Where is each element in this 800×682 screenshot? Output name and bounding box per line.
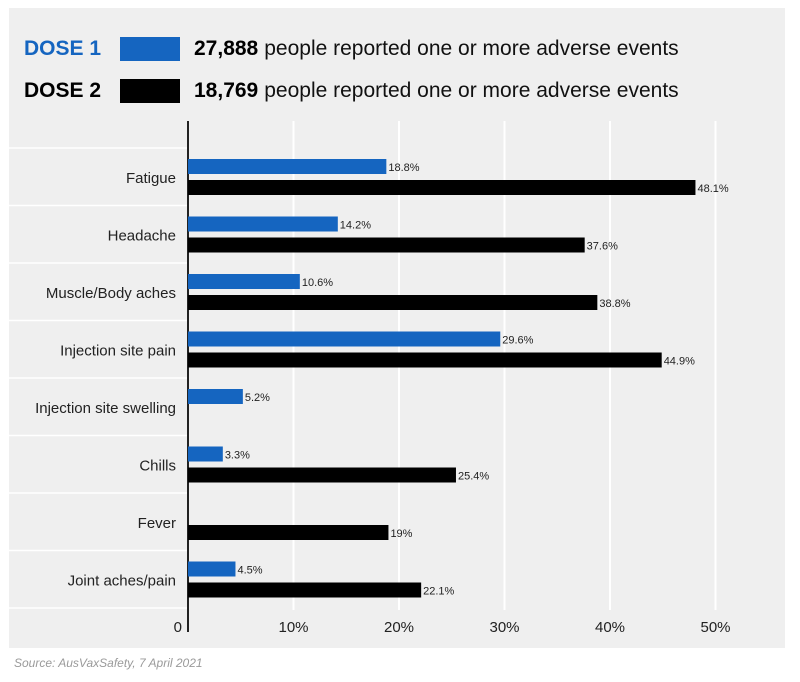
legend-row-dose2: DOSE 2 18,769 people reported one or mor… xyxy=(24,76,679,106)
bar-dose2 xyxy=(188,582,422,598)
data-label: 3.3% xyxy=(225,450,250,462)
data-label: 18.8% xyxy=(388,162,419,174)
category-label: Injection site pain xyxy=(60,343,176,360)
x-tick-label: 50% xyxy=(700,619,730,636)
legend-dose2-label: DOSE 2 xyxy=(24,79,102,102)
legend-dose1-text: people reported one or more adverse even… xyxy=(264,37,679,60)
x-tick-label: 10% xyxy=(278,619,308,636)
bar-dose2 xyxy=(188,467,456,483)
data-label: 14.2% xyxy=(340,220,371,232)
legend-dose2-swatch xyxy=(120,79,180,103)
x-tick-label: 30% xyxy=(489,619,519,636)
x-tick-label: 20% xyxy=(384,619,414,636)
bar-dose1 xyxy=(188,159,387,174)
bar-dose1 xyxy=(188,274,300,289)
legend-dose2-text: people reported one or more adverse even… xyxy=(264,79,679,102)
category-label: Joint aches/pain xyxy=(68,573,176,590)
legend-dose2-count: 18,769 xyxy=(194,79,259,102)
category-label: Headache xyxy=(108,228,176,245)
bar-dose2 xyxy=(188,525,389,540)
category-label: Fatigue xyxy=(126,170,176,187)
legend-dose1-label: DOSE 1 xyxy=(24,37,102,60)
legend-dose1-count: 27,888 xyxy=(194,37,259,60)
data-label: 5.2% xyxy=(245,392,270,404)
legend-row-dose1: DOSE 1 27,888 people reported one or mor… xyxy=(24,34,679,64)
data-label: 29.6% xyxy=(502,335,533,347)
bar-dose2 xyxy=(188,180,696,195)
bar-dose1 xyxy=(188,216,338,232)
category-label: Chills xyxy=(139,458,176,475)
bar-dose2 xyxy=(188,237,585,253)
data-label: 48.1% xyxy=(697,183,728,195)
data-label: 38.8% xyxy=(599,298,630,310)
source-note: Source: AusVaxSafety, 7 April 2021 xyxy=(14,656,203,670)
category-label: Injection site swelling xyxy=(35,400,176,417)
bar-dose2 xyxy=(188,352,662,368)
bar-dose1 xyxy=(188,446,223,462)
data-label: 19% xyxy=(390,528,412,540)
category-label: Fever xyxy=(138,515,176,532)
data-label: 22.1% xyxy=(423,586,454,598)
data-label: 44.9% xyxy=(664,356,695,368)
data-label: 25.4% xyxy=(458,471,489,483)
bar-dose1 xyxy=(188,389,243,404)
bar-dose1 xyxy=(188,331,501,347)
chart-panel xyxy=(9,8,785,648)
bar-dose2 xyxy=(188,295,598,310)
legend-dose1-swatch xyxy=(120,37,180,61)
bar-dose1 xyxy=(188,561,236,577)
data-label: 4.5% xyxy=(237,565,262,577)
data-label: 10.6% xyxy=(302,277,333,289)
x-tick-label: 40% xyxy=(595,619,625,636)
x-tick-label: 0 xyxy=(174,619,182,636)
data-label: 37.6% xyxy=(587,241,618,253)
category-label: Muscle/Body aches xyxy=(46,285,176,302)
